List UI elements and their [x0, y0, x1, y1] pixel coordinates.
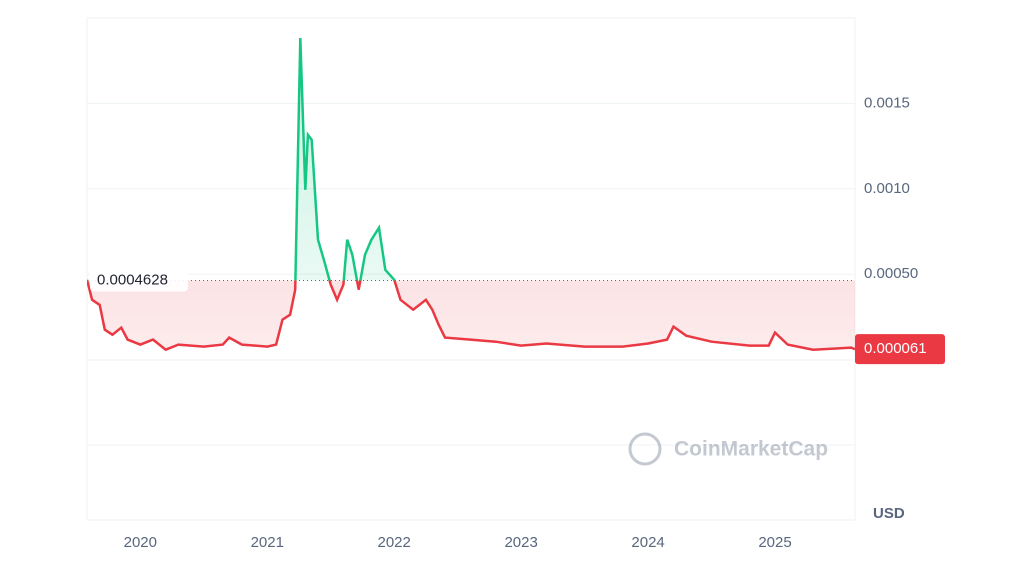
watermark-text: CoinMarketCap [674, 438, 828, 461]
x-tick-label: 2020 [124, 534, 157, 551]
area-down [87, 280, 855, 350]
price-line-down [87, 280, 855, 352]
x-tick-label: 2025 [758, 534, 791, 551]
x-tick-label: 2022 [378, 534, 411, 551]
current-price-label: 0.000061 [864, 340, 927, 357]
y-tick-label: 0.0015 [864, 94, 910, 111]
price-line-up [87, 37, 396, 281]
reference-label: 0.0004628 [97, 272, 168, 289]
y-tick-label: 0.0010 [864, 180, 910, 197]
x-tick-label: 2021 [251, 534, 284, 551]
current-price-badge [855, 334, 945, 365]
reference-label-bg [90, 269, 188, 292]
watermark: CoinMarketCap [628, 432, 828, 466]
plot-frame [86, 17, 856, 521]
x-tick-label: 2023 [504, 534, 537, 551]
y-tick-label: 0.00050 [864, 265, 918, 282]
x-tick-label: 2024 [631, 534, 664, 551]
currency-label: USD [873, 505, 905, 522]
watermark-logo [628, 432, 662, 466]
